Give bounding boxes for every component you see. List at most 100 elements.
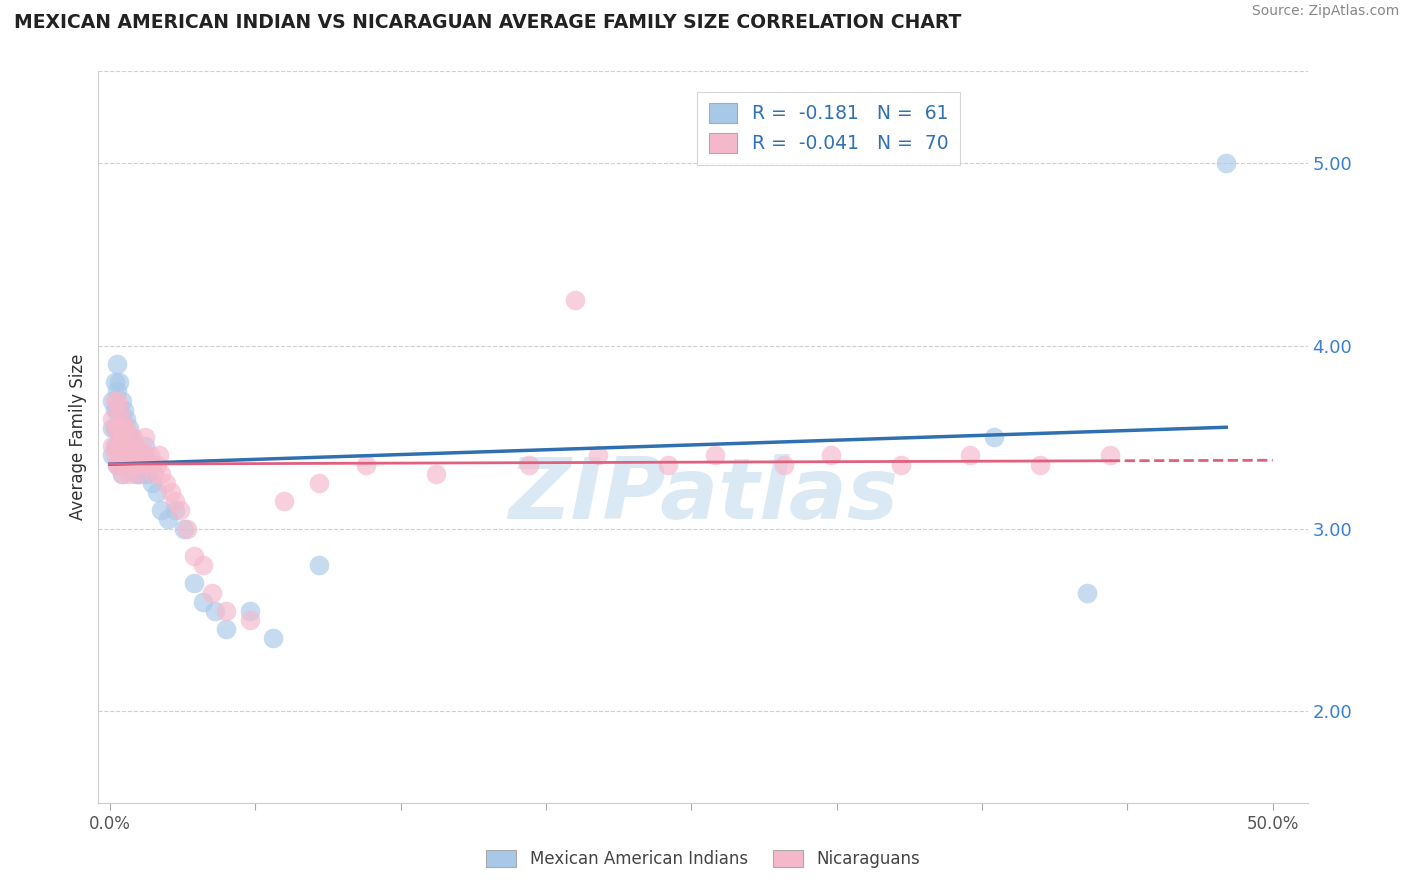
Point xyxy=(108,439,131,453)
Point xyxy=(104,393,127,408)
Point xyxy=(111,448,134,462)
Point xyxy=(138,448,160,462)
Point xyxy=(122,448,145,462)
Point xyxy=(150,503,173,517)
Point xyxy=(104,402,127,417)
Point xyxy=(1076,585,1098,599)
Point xyxy=(112,439,135,453)
Point xyxy=(115,421,138,435)
Point xyxy=(115,430,138,444)
Point xyxy=(101,393,124,408)
Point xyxy=(120,458,142,472)
Point xyxy=(134,448,156,462)
Text: MEXICAN AMERICAN INDIAN VS NICARAGUAN AVERAGE FAMILY SIZE CORRELATION CHART: MEXICAN AMERICAN INDIAN VS NICARAGUAN AV… xyxy=(14,13,962,32)
Point xyxy=(136,458,159,472)
Point xyxy=(118,448,141,462)
Point xyxy=(201,585,224,599)
Point xyxy=(112,402,135,417)
Point xyxy=(111,412,134,426)
Point xyxy=(155,475,177,490)
Point xyxy=(148,448,170,462)
Point xyxy=(173,521,195,535)
Point xyxy=(150,467,173,481)
Point xyxy=(108,421,131,435)
Point xyxy=(1029,458,1052,472)
Point xyxy=(273,494,295,508)
Point xyxy=(165,503,187,517)
Point xyxy=(959,448,981,462)
Y-axis label: Average Family Size: Average Family Size xyxy=(69,354,87,520)
Point xyxy=(122,439,145,453)
Point xyxy=(145,458,167,472)
Point xyxy=(111,448,134,462)
Point xyxy=(134,430,156,444)
Point xyxy=(143,467,166,481)
Point xyxy=(118,439,141,453)
Point xyxy=(141,475,163,490)
Point xyxy=(239,604,262,618)
Point xyxy=(136,467,159,481)
Point xyxy=(141,458,163,472)
Point xyxy=(118,467,141,481)
Point xyxy=(176,521,198,535)
Point xyxy=(104,448,127,462)
Point xyxy=(127,448,149,462)
Point xyxy=(101,412,124,426)
Point xyxy=(115,458,138,472)
Point xyxy=(588,448,610,462)
Point xyxy=(191,558,214,573)
Point xyxy=(118,458,141,472)
Point xyxy=(127,458,149,472)
Point xyxy=(983,430,1005,444)
Point xyxy=(101,421,124,435)
Point xyxy=(145,485,167,500)
Point xyxy=(111,467,134,481)
Point xyxy=(104,421,127,435)
Point xyxy=(105,357,128,371)
Point xyxy=(262,632,284,646)
Point xyxy=(112,439,135,453)
Point xyxy=(108,421,131,435)
Point xyxy=(204,604,226,618)
Point xyxy=(120,448,142,462)
Point xyxy=(112,458,135,472)
Legend: Mexican American Indians, Nicaraguans: Mexican American Indians, Nicaraguans xyxy=(479,843,927,875)
Point xyxy=(169,503,191,517)
Point xyxy=(564,293,586,307)
Point xyxy=(773,458,796,472)
Point xyxy=(159,485,181,500)
Point xyxy=(239,613,262,627)
Point xyxy=(134,439,156,453)
Point xyxy=(104,439,127,453)
Point xyxy=(124,448,146,462)
Point xyxy=(131,458,153,472)
Point xyxy=(120,439,142,453)
Point xyxy=(127,467,149,481)
Point xyxy=(105,393,128,408)
Point xyxy=(517,458,540,472)
Point xyxy=(354,458,377,472)
Point xyxy=(108,402,131,417)
Point xyxy=(215,622,238,636)
Point xyxy=(105,458,128,472)
Point xyxy=(118,421,141,435)
Point xyxy=(890,458,912,472)
Text: ZIPatlas: ZIPatlas xyxy=(508,454,898,537)
Point xyxy=(157,512,180,526)
Point xyxy=(124,467,146,481)
Point xyxy=(105,458,128,472)
Point xyxy=(111,467,134,481)
Point xyxy=(138,458,160,472)
Point xyxy=(105,439,128,453)
Point xyxy=(105,384,128,399)
Point xyxy=(101,439,124,453)
Point xyxy=(101,448,124,462)
Point xyxy=(191,594,214,608)
Point xyxy=(657,458,679,472)
Point xyxy=(105,439,128,453)
Point xyxy=(108,402,131,417)
Point xyxy=(118,430,141,444)
Point xyxy=(1215,155,1237,169)
Point xyxy=(122,430,145,444)
Point xyxy=(105,402,128,417)
